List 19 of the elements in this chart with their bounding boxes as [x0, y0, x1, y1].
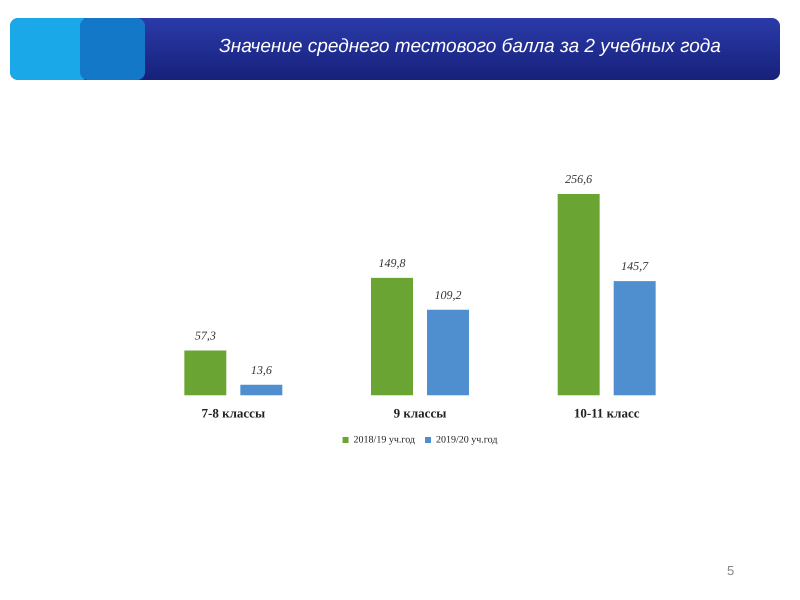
bar	[614, 281, 656, 396]
bar	[184, 350, 226, 396]
x-tick-label: 10-11 класс	[574, 406, 640, 421]
data-label: 57,3	[194, 328, 216, 343]
chart-title: Значение среднего тестового балла за 2 учебных года	[218, 35, 722, 59]
data-label: 109,2	[434, 288, 462, 302]
data-label: 149,8	[378, 256, 406, 270]
data-label: 145,7	[621, 259, 650, 274]
bar	[427, 310, 469, 396]
data-label: 256,6	[565, 172, 592, 186]
legend-label: 2019/20 уч.год	[436, 434, 498, 446]
bar	[371, 278, 413, 396]
x-tick-label: 9 классы	[394, 406, 446, 421]
legend-label: 2018/19 уч.год	[354, 434, 416, 446]
bar	[240, 384, 282, 396]
bar	[558, 194, 600, 396]
data-label: 13,6	[250, 362, 272, 377]
text: 5	[727, 563, 734, 578]
x-tick-label: 7-8 классы	[202, 406, 266, 421]
